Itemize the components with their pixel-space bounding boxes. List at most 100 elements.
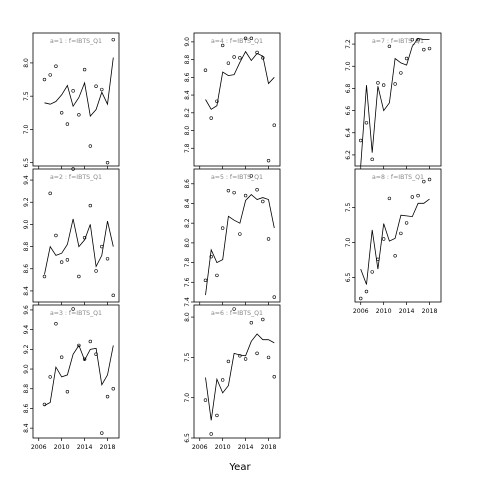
observed-point bbox=[232, 55, 236, 59]
y-tick-label: 7.0 bbox=[345, 238, 352, 248]
y-tick-label: 7.8 bbox=[184, 143, 191, 153]
y-tick-label: 9.6 bbox=[23, 305, 30, 315]
observed-point bbox=[54, 322, 58, 326]
x-tick-label: 2018 bbox=[422, 308, 438, 315]
x-tick-label: 2014 bbox=[399, 308, 415, 315]
panel-title: a=4 : f=IBTS_Q1 bbox=[211, 38, 263, 45]
y-tick-label: 9.4 bbox=[23, 175, 30, 185]
observed-point bbox=[238, 232, 242, 236]
observed-point bbox=[100, 431, 104, 435]
observed-point bbox=[243, 357, 248, 361]
panel-frame bbox=[193, 304, 281, 439]
observed-point bbox=[54, 64, 58, 68]
observed-point bbox=[238, 56, 242, 60]
observed-point bbox=[203, 68, 208, 72]
observed-point bbox=[404, 221, 409, 225]
observed-point bbox=[364, 121, 369, 125]
y-tick-label: 8.4 bbox=[23, 286, 30, 296]
y-tick-label: 7.5 bbox=[345, 203, 352, 213]
observed-point bbox=[404, 56, 409, 61]
x-tick-label: 2018 bbox=[261, 444, 277, 451]
panel-5: a=5 : f=IBTS_Q1 7.4 7.6 7.8 8.0 8.2 8.4 8.6 bbox=[184, 168, 281, 307]
panel-title: a=1 : f=IBTS_Q1 bbox=[50, 38, 102, 45]
observed-point bbox=[359, 138, 363, 143]
y-tick-label: 8.0 bbox=[23, 58, 30, 68]
y-tick-label: 9.0 bbox=[184, 37, 191, 47]
y-tick-label: 6.5 bbox=[184, 433, 191, 443]
observed-point bbox=[376, 257, 380, 261]
y-tick-label: 6.4 bbox=[345, 128, 352, 138]
observed-point bbox=[215, 413, 219, 418]
y-tick-label: 7.0 bbox=[345, 61, 352, 71]
x-tick-label: 2010 bbox=[376, 308, 392, 315]
x-axis-label: Year bbox=[228, 462, 251, 473]
observed-point bbox=[65, 389, 70, 394]
observed-point bbox=[94, 269, 98, 273]
panel-title: a=3 : f=IBTS_Q1 bbox=[50, 310, 102, 317]
y-tick-label: 8.4 bbox=[23, 423, 30, 433]
x-tick-label: 2010 bbox=[215, 444, 231, 451]
observed-point bbox=[42, 274, 47, 279]
observed-point bbox=[427, 46, 432, 51]
observed-point bbox=[381, 237, 386, 241]
observed-point bbox=[261, 317, 265, 322]
panel-3: a=3 : f=IBTS_Q1 8.4 8.6 8.8 9.0 9.2 9.4 9.6 2006… bbox=[23, 304, 120, 451]
y-tick-label: 8.4 bbox=[184, 90, 191, 100]
observed-point bbox=[215, 99, 219, 103]
observed-point bbox=[243, 36, 248, 41]
y-tick-label: 8.6 bbox=[184, 179, 191, 189]
observed-point bbox=[105, 257, 110, 261]
panel-frame bbox=[32, 304, 120, 439]
observed-point bbox=[71, 167, 75, 171]
panel-7: a=7 : f=IBTS_Q1 6.2 6.4 6.6 6.8 7.0 7.2 bbox=[345, 32, 442, 169]
observed-point bbox=[82, 357, 87, 361]
x-tick-label: 2006 bbox=[192, 444, 208, 451]
fitted-line bbox=[44, 218, 114, 275]
observed-point bbox=[215, 273, 219, 278]
panel-title: a=2 : f=IBTS_Q1 bbox=[50, 174, 102, 181]
observed-point bbox=[272, 123, 276, 127]
panel-4: a=4 : f=IBTS_Q1 7.8 8.0 8.2 8.4 8.6 8.8 9.0 bbox=[184, 32, 281, 169]
observed-point bbox=[220, 43, 225, 48]
observed-point bbox=[94, 84, 98, 88]
y-tick-label: 7.2 bbox=[345, 39, 352, 49]
observed-point bbox=[88, 144, 93, 148]
panel-8: a=8 : f=IBTS_Q1 6.5 7.0 7.5 2006 2010 2014 2018 bbox=[345, 168, 442, 315]
observed-point bbox=[376, 81, 380, 85]
observed-point bbox=[54, 233, 58, 238]
observed-point bbox=[65, 122, 70, 126]
panel-1: a=1 : f=IBTS_Q1 6.5 7.0 7.5 8.0 bbox=[23, 32, 120, 169]
y-tick-label: 8.0 bbox=[184, 312, 191, 322]
observed-point bbox=[42, 402, 47, 407]
panel-frame bbox=[354, 32, 442, 167]
fitted-line bbox=[360, 198, 430, 285]
observed-point bbox=[255, 50, 259, 55]
observed-point bbox=[359, 296, 363, 301]
x-tick-label: 2018 bbox=[100, 444, 116, 451]
observed-point bbox=[88, 339, 93, 344]
x-tick-label: 2006 bbox=[31, 444, 47, 451]
observed-point bbox=[255, 351, 259, 356]
y-tick-label: 8.6 bbox=[184, 72, 191, 82]
observed-point bbox=[249, 174, 254, 178]
observed-point bbox=[88, 203, 93, 208]
observed-point bbox=[94, 352, 98, 356]
y-tick-label: 8.4 bbox=[184, 199, 191, 209]
observed-point bbox=[416, 193, 420, 198]
fitted-line bbox=[205, 333, 275, 421]
y-tick-label: 9.0 bbox=[23, 219, 30, 229]
panel-frame bbox=[193, 32, 281, 167]
panel-title: a=8 : f=IBTS_Q1 bbox=[372, 174, 424, 181]
observed-point bbox=[243, 193, 248, 198]
observed-point bbox=[266, 158, 271, 163]
y-tick-label: 8.8 bbox=[23, 384, 30, 394]
panel-frame bbox=[354, 168, 442, 303]
observed-point bbox=[71, 89, 75, 93]
observed-point bbox=[249, 321, 254, 325]
observed-point bbox=[203, 398, 208, 402]
observed-point bbox=[266, 355, 271, 360]
observed-point bbox=[226, 359, 231, 364]
observed-point bbox=[370, 270, 374, 274]
x-tick-label: 2006 bbox=[353, 308, 369, 315]
observed-point bbox=[387, 44, 392, 48]
